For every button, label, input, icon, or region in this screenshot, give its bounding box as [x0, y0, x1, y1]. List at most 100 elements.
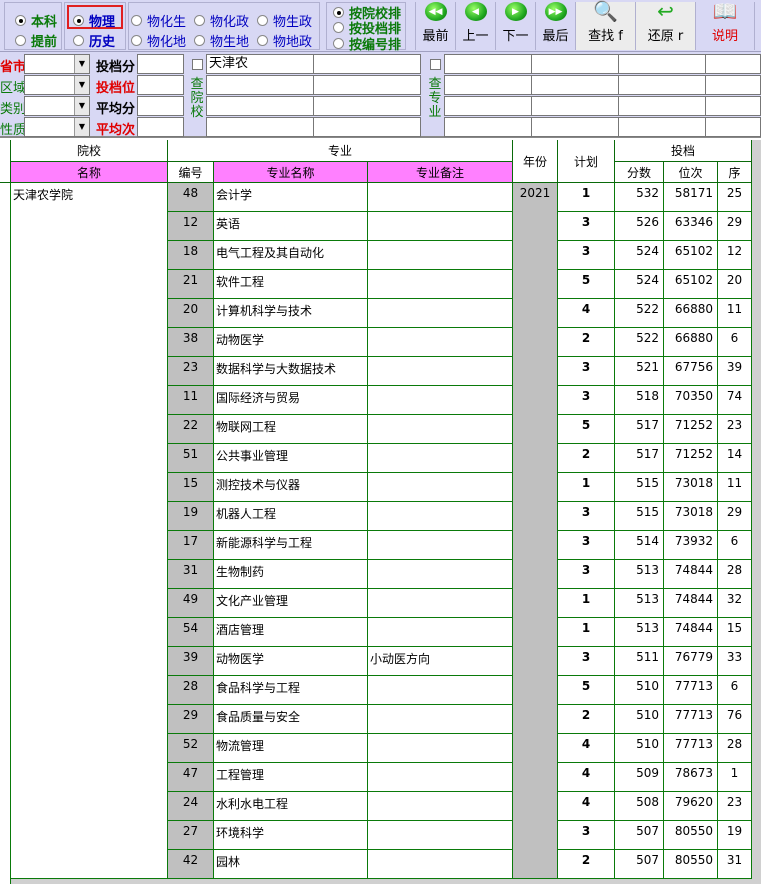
cell-code[interactable]: 54: [168, 618, 214, 647]
cell-score[interactable]: 522: [615, 328, 664, 357]
cell-code[interactable]: 11: [168, 386, 214, 415]
cell-score[interactable]: 524: [615, 270, 664, 299]
prev-button[interactable]: ◀ 上一: [455, 2, 495, 50]
cell-note[interactable]: [368, 299, 513, 328]
cell-code[interactable]: 22: [168, 415, 214, 444]
cell-rank[interactable]: 73932: [664, 531, 718, 560]
school-search-input[interactable]: [313, 54, 421, 74]
major-search-input[interactable]: [444, 96, 532, 116]
radio-wuli[interactable]: 物理: [73, 11, 115, 30]
column-header-seq[interactable]: 序: [718, 162, 752, 183]
cell-score[interactable]: 517: [615, 415, 664, 444]
cell-code[interactable]: 31: [168, 560, 214, 589]
cell-major[interactable]: 国际经济与贸易: [214, 386, 368, 415]
cell-code[interactable]: 52: [168, 734, 214, 763]
cell-plan[interactable]: 2: [558, 444, 615, 473]
cell-rank[interactable]: 74844: [664, 589, 718, 618]
major-search-checkbox[interactable]: [430, 59, 441, 70]
cell-note[interactable]: [368, 705, 513, 734]
cell-plan[interactable]: 4: [558, 792, 615, 821]
cell-seq[interactable]: 29: [718, 212, 752, 241]
cell-major[interactable]: 数据科学与大数据技术: [214, 357, 368, 386]
cell-seq[interactable]: 20: [718, 270, 752, 299]
cell-major[interactable]: 会计学: [214, 183, 368, 212]
cell-code[interactable]: 38: [168, 328, 214, 357]
cell-seq[interactable]: 32: [718, 589, 752, 618]
cell-code[interactable]: 51: [168, 444, 214, 473]
cell-rank[interactable]: 63346: [664, 212, 718, 241]
cell-note[interactable]: [368, 850, 513, 879]
cell-rank[interactable]: 70350: [664, 386, 718, 415]
radio-combo[interactable]: 物化政: [194, 11, 249, 30]
cell-note[interactable]: [368, 734, 513, 763]
cell-note[interactable]: [368, 502, 513, 531]
cell-note[interactable]: [368, 473, 513, 502]
cell-seq[interactable]: 19: [718, 821, 752, 850]
cell-note[interactable]: [368, 676, 513, 705]
radio-sort-school[interactable]: 按院校排: [333, 3, 401, 22]
dropdown-arrow-icon[interactable]: ▼: [74, 55, 89, 73]
radio-sort-code[interactable]: 按编号排: [333, 34, 401, 53]
cell-score[interactable]: 510: [615, 676, 664, 705]
score-filter-input[interactable]: [137, 96, 184, 116]
cell-note[interactable]: [368, 763, 513, 792]
filter-combobox[interactable]: ▼: [24, 96, 90, 116]
radio-sort-admission[interactable]: 按投档排: [333, 18, 401, 37]
radio-lishi[interactable]: 历史: [73, 31, 115, 50]
cell-score[interactable]: 526: [615, 212, 664, 241]
cell-score[interactable]: 510: [615, 705, 664, 734]
cell-major[interactable]: 文化产业管理: [214, 589, 368, 618]
cell-plan[interactable]: 3: [558, 821, 615, 850]
cell-rank[interactable]: 66880: [664, 299, 718, 328]
school-search-checkbox[interactable]: [192, 59, 203, 70]
cell-rank[interactable]: 76779: [664, 647, 718, 676]
school-search-input[interactable]: [206, 117, 314, 137]
cell-score[interactable]: 522: [615, 299, 664, 328]
cell-major[interactable]: 测控技术与仪器: [214, 473, 368, 502]
cell-major[interactable]: 机器人工程: [214, 502, 368, 531]
school-search-input[interactable]: [313, 75, 421, 95]
filter-combobox[interactable]: ▼: [24, 54, 90, 74]
cell-code[interactable]: 27: [168, 821, 214, 850]
cell-plan[interactable]: 3: [558, 212, 615, 241]
radio-combo[interactable]: 物化地: [131, 31, 186, 50]
cell-code[interactable]: 17: [168, 531, 214, 560]
cell-note[interactable]: [368, 241, 513, 270]
cell-plan[interactable]: 3: [558, 531, 615, 560]
cell-plan[interactable]: 2: [558, 850, 615, 879]
cell-score[interactable]: 518: [615, 386, 664, 415]
column-header-school[interactable]: 院校: [11, 140, 168, 162]
cell-seq[interactable]: 6: [718, 676, 752, 705]
major-search-input[interactable]: [444, 75, 532, 95]
score-filter-input[interactable]: [137, 75, 184, 95]
filter-combobox[interactable]: ▼: [24, 75, 90, 95]
major-search-input[interactable]: [705, 96, 761, 116]
cell-code[interactable]: 12: [168, 212, 214, 241]
cell-major[interactable]: 食品科学与工程: [214, 676, 368, 705]
cell-seq[interactable]: 28: [718, 560, 752, 589]
school-search-input[interactable]: [313, 96, 421, 116]
restore-button[interactable]: ↩ 还原 r: [635, 0, 695, 50]
cell-major[interactable]: 软件工程: [214, 270, 368, 299]
cell-note[interactable]: [368, 589, 513, 618]
cell-seq[interactable]: 74: [718, 386, 752, 415]
major-search-input[interactable]: [531, 54, 619, 74]
cell-seq[interactable]: 25: [718, 183, 752, 212]
cell-rank[interactable]: 77713: [664, 734, 718, 763]
major-search-input[interactable]: [618, 96, 706, 116]
cell-code[interactable]: 19: [168, 502, 214, 531]
cell-major[interactable]: 动物医学: [214, 328, 368, 357]
cell-plan[interactable]: 3: [558, 560, 615, 589]
cell-major[interactable]: 新能源科学与工程: [214, 531, 368, 560]
column-header-year[interactable]: 年份: [513, 140, 558, 183]
cell-score[interactable]: 532: [615, 183, 664, 212]
cell-seq[interactable]: 6: [718, 328, 752, 357]
cell-major[interactable]: 生物制药: [214, 560, 368, 589]
column-header-plan[interactable]: 计划: [558, 140, 615, 183]
school-name-cell[interactable]: 天津农学院: [11, 183, 168, 879]
cell-code[interactable]: 49: [168, 589, 214, 618]
column-header-major[interactable]: 专业: [168, 140, 513, 162]
cell-plan[interactable]: 3: [558, 241, 615, 270]
cell-rank[interactable]: 65102: [664, 241, 718, 270]
cell-plan[interactable]: 1: [558, 183, 615, 212]
